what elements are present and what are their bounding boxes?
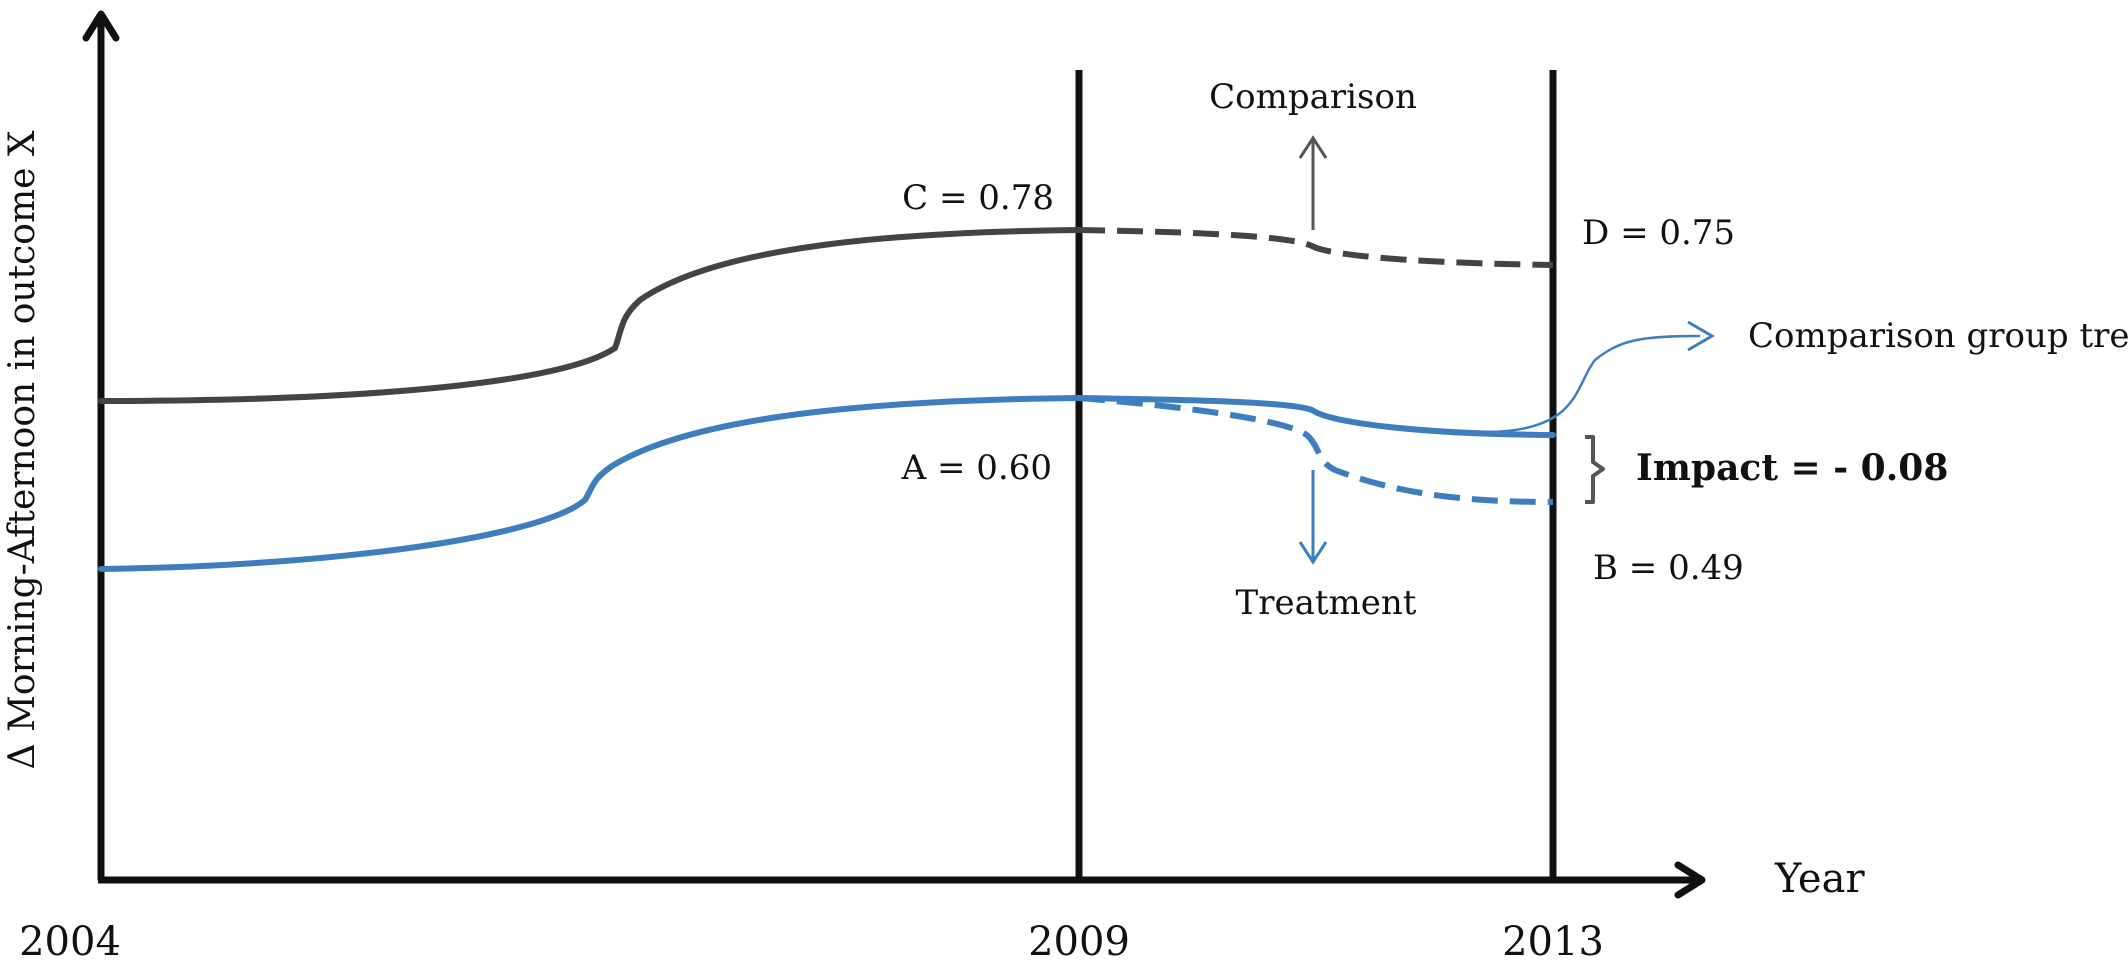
trend-pointer-arrow (1489, 334, 1701, 434)
label-a: A = 0.60 (901, 448, 1052, 488)
label-d: D = 0.75 (1582, 213, 1735, 253)
comparison-label: Comparison (1209, 77, 1417, 117)
impact-brace (1585, 435, 1605, 504)
treatment-line-solid (98, 395, 1082, 572)
label-c: C = 0.78 (902, 178, 1054, 218)
ylabel: Δ Morning-Afternoon in outcome X (2, 130, 43, 769)
tick-2009: 2009 (1028, 919, 1130, 965)
treatment-arrowhead (1298, 541, 1328, 565)
treatment-line-dashed (1078, 395, 1554, 505)
tick-2004: 2004 (19, 919, 121, 965)
label-b: B = 0.49 (1593, 548, 1744, 588)
xlabel: Year (1774, 856, 1865, 902)
y-axis-arrowhead (82, 10, 120, 42)
x-axis-arrowhead (1674, 861, 1706, 899)
treatment-trend-solid (1076, 395, 1556, 438)
comparison-line-solid (98, 227, 1082, 404)
tick-2013: 2013 (1502, 919, 1604, 965)
comparison-arrowhead (1298, 135, 1328, 159)
impact-label: Impact = - 0.08 (1636, 447, 1948, 489)
trend-label: Comparison group trend (1748, 316, 2128, 356)
trend-pointer-arrowhead (1687, 320, 1715, 352)
treatment-label: Treatment (1236, 583, 1417, 623)
comparison-line-dashed (1078, 227, 1554, 268)
